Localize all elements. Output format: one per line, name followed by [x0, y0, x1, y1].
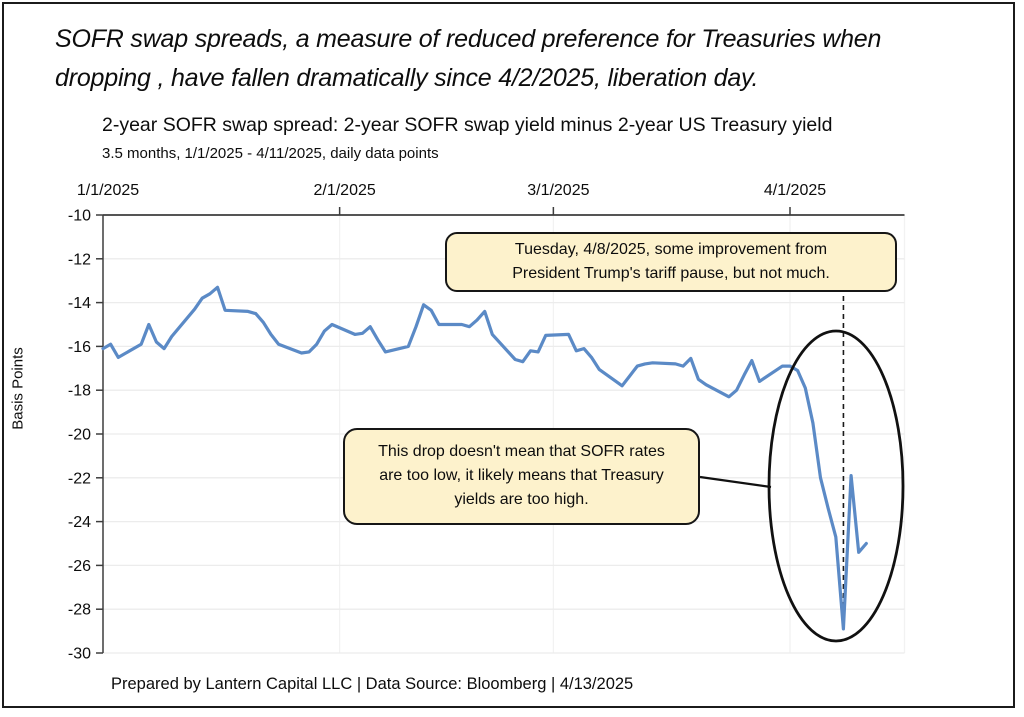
x-tick-label: 2/1/2025	[313, 182, 375, 199]
y-tick-label: -22	[68, 470, 91, 487]
y-tick-label: -20	[68, 427, 91, 444]
drop-highlight-ellipse	[767, 329, 905, 643]
x-tick-label: 3/1/2025	[527, 182, 589, 199]
footer-credit: Prepared by Lantern Capital LLC | Data S…	[111, 675, 634, 693]
x-tick-label: 1/1/2025	[77, 182, 139, 199]
y-axis-title: Basis Points	[9, 347, 27, 430]
chart-title: 2-year SOFR swap spread: 2-year SOFR swa…	[102, 114, 833, 136]
y-tick-label: -14	[68, 295, 91, 312]
y-tick-label: -12	[68, 251, 91, 268]
drop-explanation-callout: This drop doesn't mean that SOFR rates a…	[343, 428, 700, 525]
y-tick-label: -24	[68, 514, 91, 531]
x-tick-label: 4/1/2025	[764, 182, 826, 199]
chart-subtitle: 3.5 months, 1/1/2025 - 4/11/2025, daily …	[102, 145, 439, 162]
y-tick-label: -28	[68, 602, 91, 619]
y-tick-label: -18	[68, 383, 91, 400]
y-tick-label: -10	[68, 208, 91, 225]
y-tick-label: -26	[68, 558, 91, 575]
sofr-spread-line	[101, 285, 868, 631]
y-tick-label: -16	[68, 339, 91, 356]
tariff-pause-callout: Tuesday, 4/8/2025, some improvement from…	[445, 232, 897, 292]
y-tick-label: -30	[68, 646, 91, 663]
headline: SOFR swap spreads, a measure of reduced …	[55, 25, 882, 92]
callout-connector-line	[699, 475, 772, 489]
